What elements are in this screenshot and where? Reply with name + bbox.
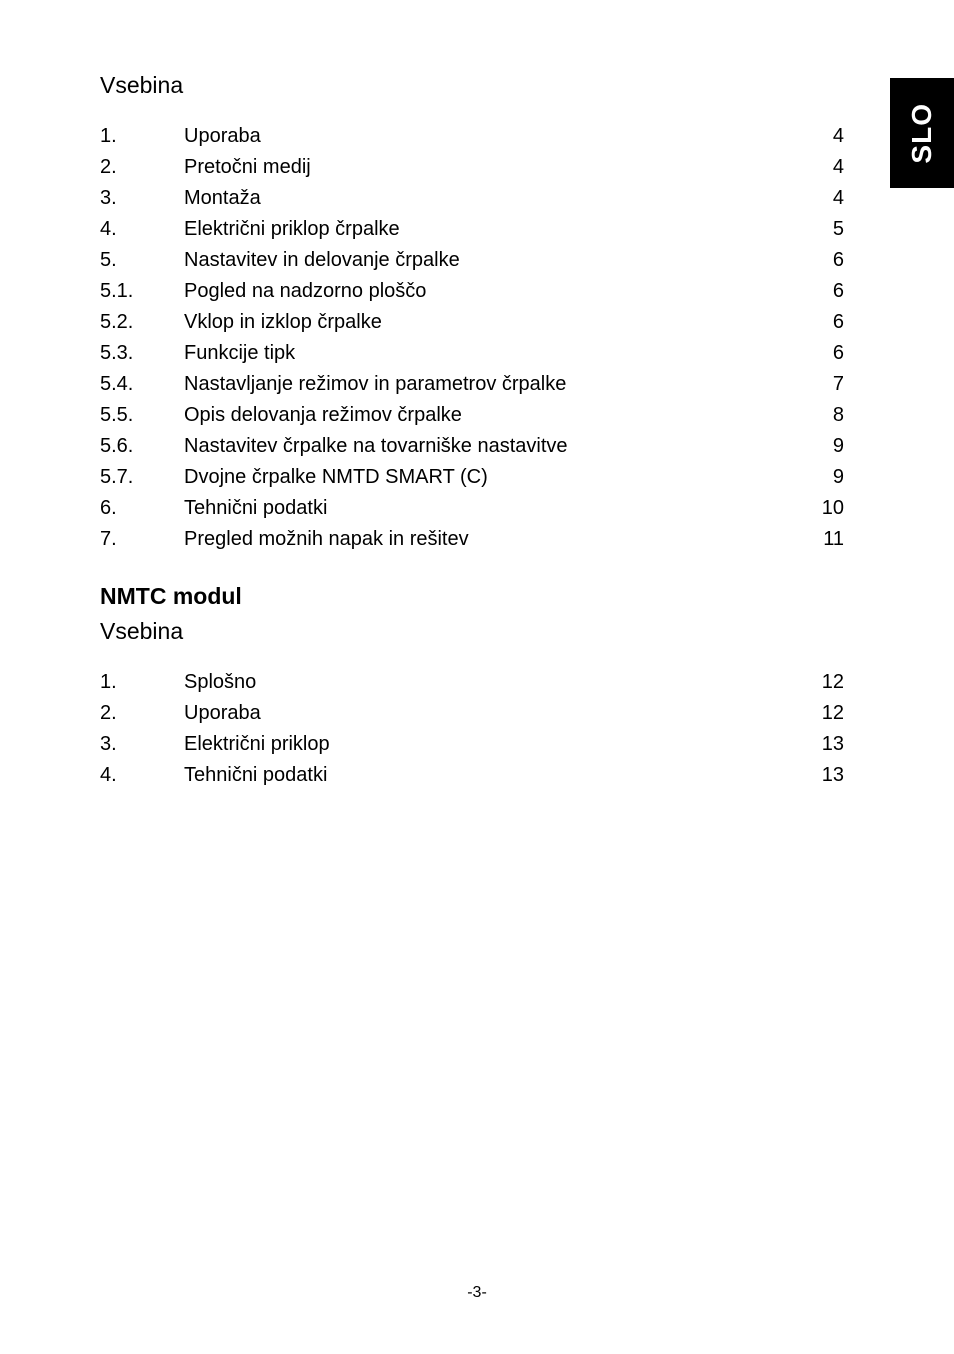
toc-row-number: 5.4. [100, 369, 184, 400]
toc-row: 7.Pregled možnih napak in rešitev11 [100, 524, 844, 555]
toc-row-page: 12 [814, 667, 844, 698]
toc-row-number: 5. [100, 245, 184, 276]
toc-row: 2.Pretočni medij4 [100, 152, 844, 183]
toc-row-number: 5.5. [100, 400, 184, 431]
toc-row-page: 4 [814, 121, 844, 152]
toc-row-page: 13 [814, 760, 844, 791]
toc-row: 5.Nastavitev in delovanje črpalke6 [100, 245, 844, 276]
toc-row-number: 3. [100, 729, 184, 760]
page-content: Vsebina 1.Uporaba42.Pretočni medij43.Mon… [0, 0, 954, 1354]
toc-row-text: Splošno [184, 667, 814, 698]
toc-row-page: 4 [814, 152, 844, 183]
toc-row-text: Opis delovanja režimov črpalke [184, 400, 814, 431]
toc-row-text: Električni priklop [184, 729, 814, 760]
toc-row: 4.Električni priklop črpalke5 [100, 214, 844, 245]
toc-row-number: 5.2. [100, 307, 184, 338]
toc-row-text: Montaža [184, 183, 814, 214]
toc1: 1.Uporaba42.Pretočni medij43.Montaža44.E… [100, 121, 844, 555]
toc-row: 5.3.Funkcije tipk6 [100, 338, 844, 369]
toc-row-page: 6 [814, 307, 844, 338]
toc-row: 5.4.Nastavljanje režimov in parametrov č… [100, 369, 844, 400]
toc-row-page: 13 [814, 729, 844, 760]
toc2-title: Vsebina [100, 618, 844, 645]
toc-row-number: 5.1. [100, 276, 184, 307]
toc-row: 5.5.Opis delovanja režimov črpalke8 [100, 400, 844, 431]
toc-row-text: Dvojne črpalke NMTD SMART (C) [184, 462, 814, 493]
section-heading: NMTC modul [100, 583, 844, 610]
toc-row: 4.Tehnični podatki13 [100, 760, 844, 791]
toc-row-text: Nastavitev črpalke na tovarniške nastavi… [184, 431, 814, 462]
toc-row-page: 8 [814, 400, 844, 431]
toc-row-text: Tehnični podatki [184, 760, 814, 791]
toc-row-text: Električni priklop črpalke [184, 214, 814, 245]
toc-row-text: Nastavitev in delovanje črpalke [184, 245, 814, 276]
toc-row: 5.7.Dvojne črpalke NMTD SMART (C)9 [100, 462, 844, 493]
toc-row-page: 10 [814, 493, 844, 524]
toc-row-text: Vklop in izklop črpalke [184, 307, 814, 338]
toc-row-page: 6 [814, 338, 844, 369]
toc-row-text: Funkcije tipk [184, 338, 814, 369]
toc-row-number: 5.3. [100, 338, 184, 369]
toc-row: 5.1.Pogled na nadzorno ploščo6 [100, 276, 844, 307]
toc-row: 1.Uporaba4 [100, 121, 844, 152]
toc-row-number: 2. [100, 698, 184, 729]
toc-row-page: 11 [814, 524, 844, 555]
toc-row-page: 9 [814, 431, 844, 462]
toc-row-text: Tehnični podatki [184, 493, 814, 524]
toc-row-text: Pretočni medij [184, 152, 814, 183]
toc-row: 3.Montaža4 [100, 183, 844, 214]
toc-row-text: Pogled na nadzorno ploščo [184, 276, 814, 307]
toc-row: 5.6.Nastavitev črpalke na tovarniške nas… [100, 431, 844, 462]
toc-row-page: 4 [814, 183, 844, 214]
toc-row-page: 5 [814, 214, 844, 245]
toc-row-number: 1. [100, 667, 184, 698]
toc-row: 5.2.Vklop in izklop črpalke6 [100, 307, 844, 338]
toc-row-number: 3. [100, 183, 184, 214]
toc-row-text: Uporaba [184, 121, 814, 152]
toc-row-page: 9 [814, 462, 844, 493]
toc-row-page: 6 [814, 245, 844, 276]
toc-row: 1.Splošno12 [100, 667, 844, 698]
toc-row-number: 5.6. [100, 431, 184, 462]
toc2: 1.Splošno122.Uporaba123.Električni prikl… [100, 667, 844, 791]
toc-row-number: 1. [100, 121, 184, 152]
toc-row-text: Pregled možnih napak in rešitev [184, 524, 814, 555]
toc-row-page: 12 [814, 698, 844, 729]
toc1-title: Vsebina [100, 72, 844, 99]
toc-row-number: 6. [100, 493, 184, 524]
page-number: -3- [0, 1284, 954, 1302]
toc-row-text: Uporaba [184, 698, 814, 729]
toc-row-number: 7. [100, 524, 184, 555]
toc-row-page: 6 [814, 276, 844, 307]
toc-row-number: 2. [100, 152, 184, 183]
toc-row-number: 4. [100, 214, 184, 245]
toc-row-number: 4. [100, 760, 184, 791]
toc-row-number: 5.7. [100, 462, 184, 493]
toc-row: 6.Tehnični podatki10 [100, 493, 844, 524]
toc-row-text: Nastavljanje režimov in parametrov črpal… [184, 369, 814, 400]
toc-row: 3.Električni priklop13 [100, 729, 844, 760]
toc-row-page: 7 [814, 369, 844, 400]
toc-row: 2.Uporaba12 [100, 698, 844, 729]
